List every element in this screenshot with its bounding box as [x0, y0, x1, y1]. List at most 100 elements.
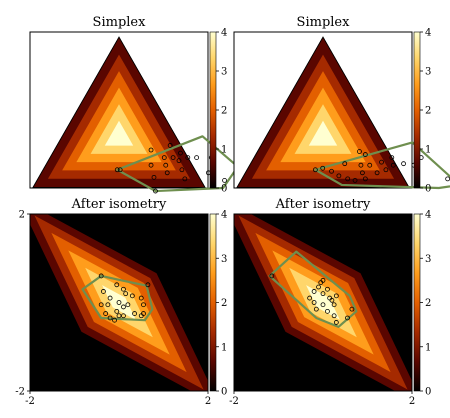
data-point [316, 284, 321, 290]
data-point [331, 302, 337, 308]
data-point [121, 286, 126, 292]
data-point [148, 147, 154, 153]
data-point [362, 152, 368, 157]
data-point [367, 162, 373, 168]
data-point [121, 304, 126, 310]
data-point [311, 289, 317, 294]
data-point [336, 173, 342, 179]
colorbar-tick-label: 3 [221, 67, 227, 78]
colorbar-tick-label: 4 [221, 210, 227, 221]
colorbar [209, 31, 217, 189]
colorbar [209, 213, 217, 392]
chart-panel-2: Simplex 0 1 2 3 4 [233, 15, 450, 195]
data-point [320, 302, 326, 308]
convex-hull [116, 135, 239, 193]
convex-hull [81, 274, 154, 322]
colorbar-tick-label: 3 [221, 254, 227, 265]
chart-panel-3: After isometry 0 1 2 3 4 -2 2 -2 2 [15, 197, 227, 407]
data-point [138, 295, 144, 301]
data-point [374, 170, 380, 176]
data-point [352, 177, 358, 183]
data-point [320, 165, 326, 171]
data-point [153, 188, 158, 194]
data-point [401, 161, 406, 167]
data-point [163, 162, 169, 168]
colorbar-tick-label: 1 [221, 145, 227, 156]
colorbar-tick-label: 2 [221, 298, 227, 309]
colorbar-tick-label: 4 [425, 28, 431, 39]
chart-title: After isometry [71, 197, 167, 212]
data-point [349, 306, 355, 312]
data-point [313, 306, 319, 312]
colorbar-tick-label: 1 [425, 145, 431, 156]
x-tick-label: 2 [409, 396, 415, 407]
data-point [362, 176, 368, 182]
data-point [116, 313, 122, 319]
data-point [329, 168, 334, 174]
data-point [105, 302, 111, 308]
colorbar [413, 213, 421, 392]
data-point [333, 293, 339, 299]
data-point [383, 167, 389, 173]
data-point [311, 300, 317, 305]
convex-hull [268, 250, 358, 328]
data-point [307, 295, 313, 301]
data-point [185, 155, 191, 161]
data-point [327, 295, 333, 301]
colorbar-tick-label: 2 [425, 298, 431, 309]
data-point [103, 311, 109, 316]
data-point [114, 282, 120, 288]
colorbar-tick-label: 3 [425, 254, 431, 265]
heat-level [308, 120, 338, 146]
data-point [312, 167, 318, 173]
data-point [345, 176, 351, 182]
heat-level [104, 120, 134, 146]
data-point [125, 302, 131, 308]
heatmap-area [30, 214, 208, 391]
data-point [98, 302, 104, 308]
chart-title: After isometry [275, 197, 371, 212]
data-point [325, 308, 330, 314]
data-point [345, 315, 350, 321]
data-point [357, 149, 362, 154]
data-point [107, 315, 113, 321]
x-tick-label: -2 [25, 396, 35, 407]
data-point [161, 155, 167, 161]
colorbar-tick-label: 3 [425, 67, 431, 78]
data-point [389, 155, 395, 161]
data-point [117, 167, 123, 173]
data-point [445, 176, 450, 182]
data-point [116, 300, 122, 305]
data-point [390, 162, 396, 168]
data-point [167, 143, 173, 148]
colorbar-tick-label: 2 [221, 106, 227, 117]
colorbar-tick-label: 1 [221, 342, 227, 353]
data-point [182, 176, 188, 182]
data-point [318, 280, 324, 285]
data-point [123, 291, 129, 297]
plot-frame [233, 213, 413, 392]
data-point [141, 302, 146, 308]
plot-frame [29, 213, 209, 392]
colorbar-tick-label: 0 [425, 387, 431, 398]
data-point [320, 291, 326, 297]
data-point [331, 313, 337, 319]
data-point [107, 295, 113, 301]
colorbar-tick-label: 0 [221, 387, 227, 398]
data-point [194, 155, 200, 161]
data-point [145, 282, 151, 288]
data-point [129, 293, 135, 299]
data-point [98, 273, 104, 279]
data-point [359, 170, 365, 176]
chart-title: Simplex [297, 15, 351, 30]
chart-panel-4: After isometry 0 1 2 3 4 -2 2 [229, 197, 431, 407]
x-tick-label: -2 [229, 396, 239, 407]
colorbar [413, 31, 421, 189]
data-point [176, 158, 182, 164]
data-point [141, 311, 146, 316]
heatmap-area [234, 214, 412, 391]
data-point [325, 286, 330, 292]
data-point [170, 155, 176, 161]
chart-panel-1: Simplex 0 1 2 3 4 [29, 15, 239, 195]
